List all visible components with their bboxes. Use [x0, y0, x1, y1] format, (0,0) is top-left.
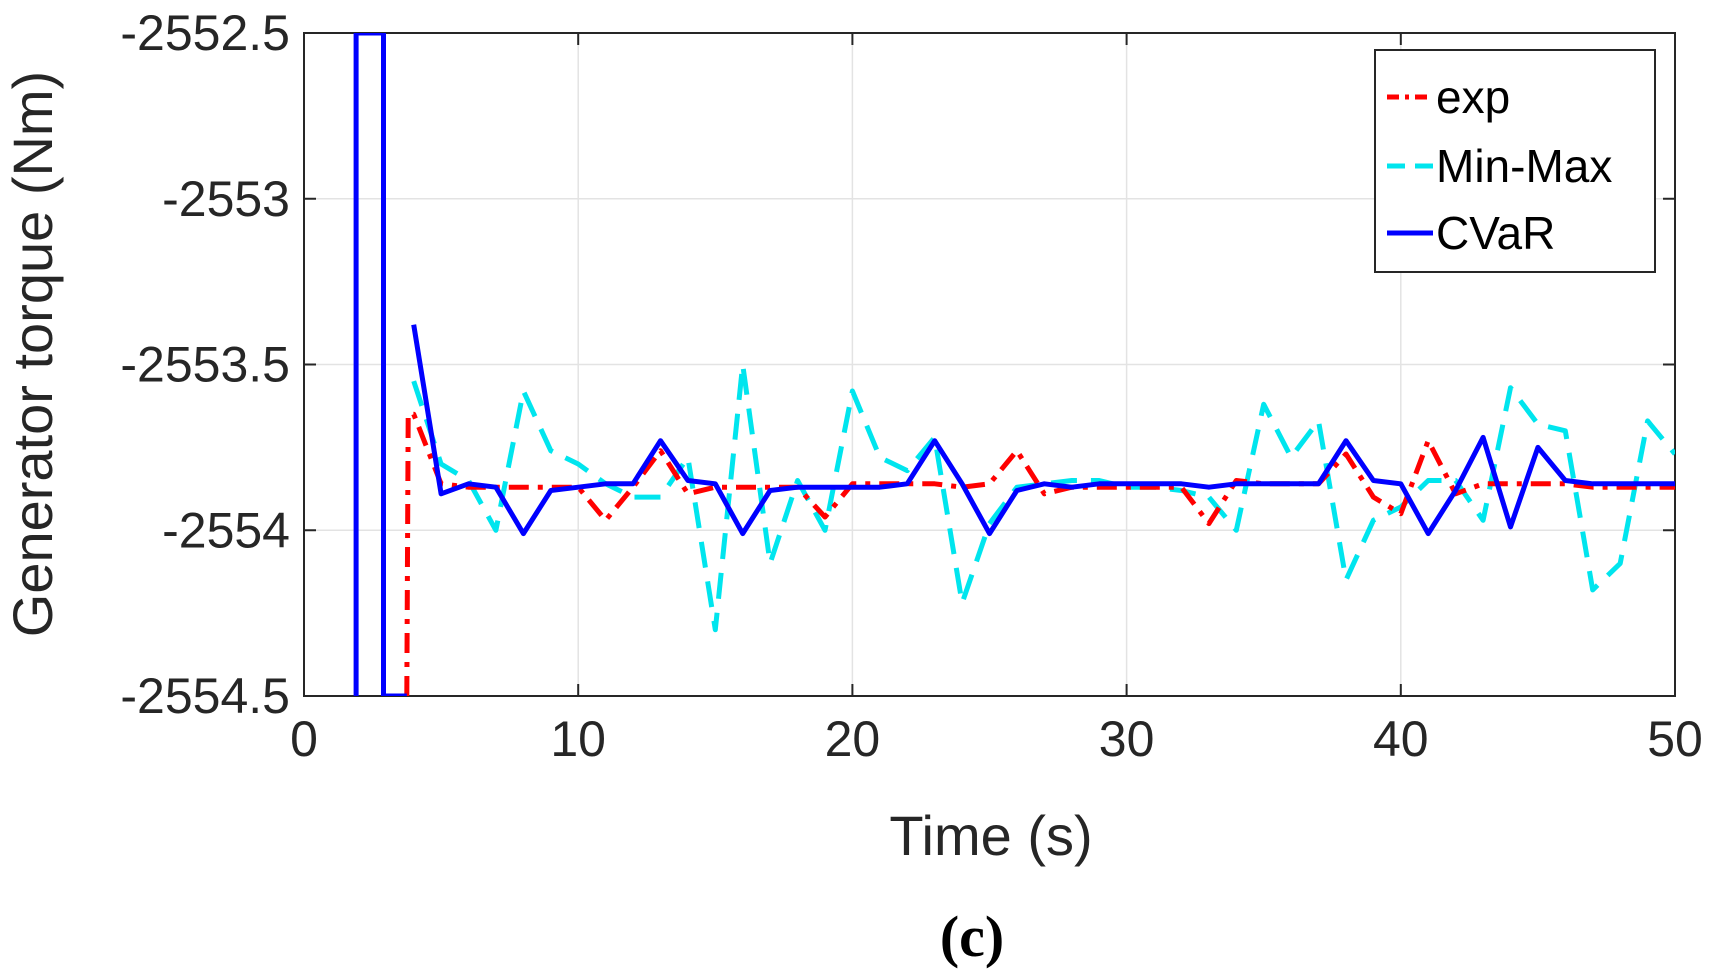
x-tick-label: 0 [290, 711, 318, 767]
x-tick-label: 30 [1099, 711, 1155, 767]
y-tick-label: -2554 [162, 502, 290, 558]
x-tick-label: 40 [1373, 711, 1429, 767]
legend-label-exp: exp [1436, 71, 1510, 123]
series-line-min-max [411, 362, 1675, 633]
x-tick-label: 20 [825, 711, 881, 767]
y-tick-label: -2553 [162, 171, 290, 227]
figure-caption: (c) [940, 904, 1004, 969]
series-line-cvar-transient-spikes [353, 33, 407, 696]
x-tick-label: 50 [1647, 711, 1703, 767]
legend: exp Min-Max CVaR [1374, 49, 1656, 273]
y-tick-label: -2552.5 [120, 5, 290, 61]
tick-labels: 0 10 20 30 40 50 -2552.5 -2553 -2553.5 -2554 -2554… [120, 5, 1702, 767]
legend-label-min-max: Min-Max [1436, 140, 1612, 192]
x-tick-label: 10 [550, 711, 606, 767]
y-tick-label: -2554.5 [120, 668, 290, 724]
y-axis-label: Generator torque (Nm) [1, 71, 64, 637]
series-layer [353, 33, 1675, 696]
y-tick-label: -2553.5 [120, 337, 290, 393]
x-axis-label: Time (s) [889, 804, 1092, 867]
series-line-cvar [411, 324, 1675, 537]
legend-label-cvar: CVaR [1436, 207, 1555, 259]
